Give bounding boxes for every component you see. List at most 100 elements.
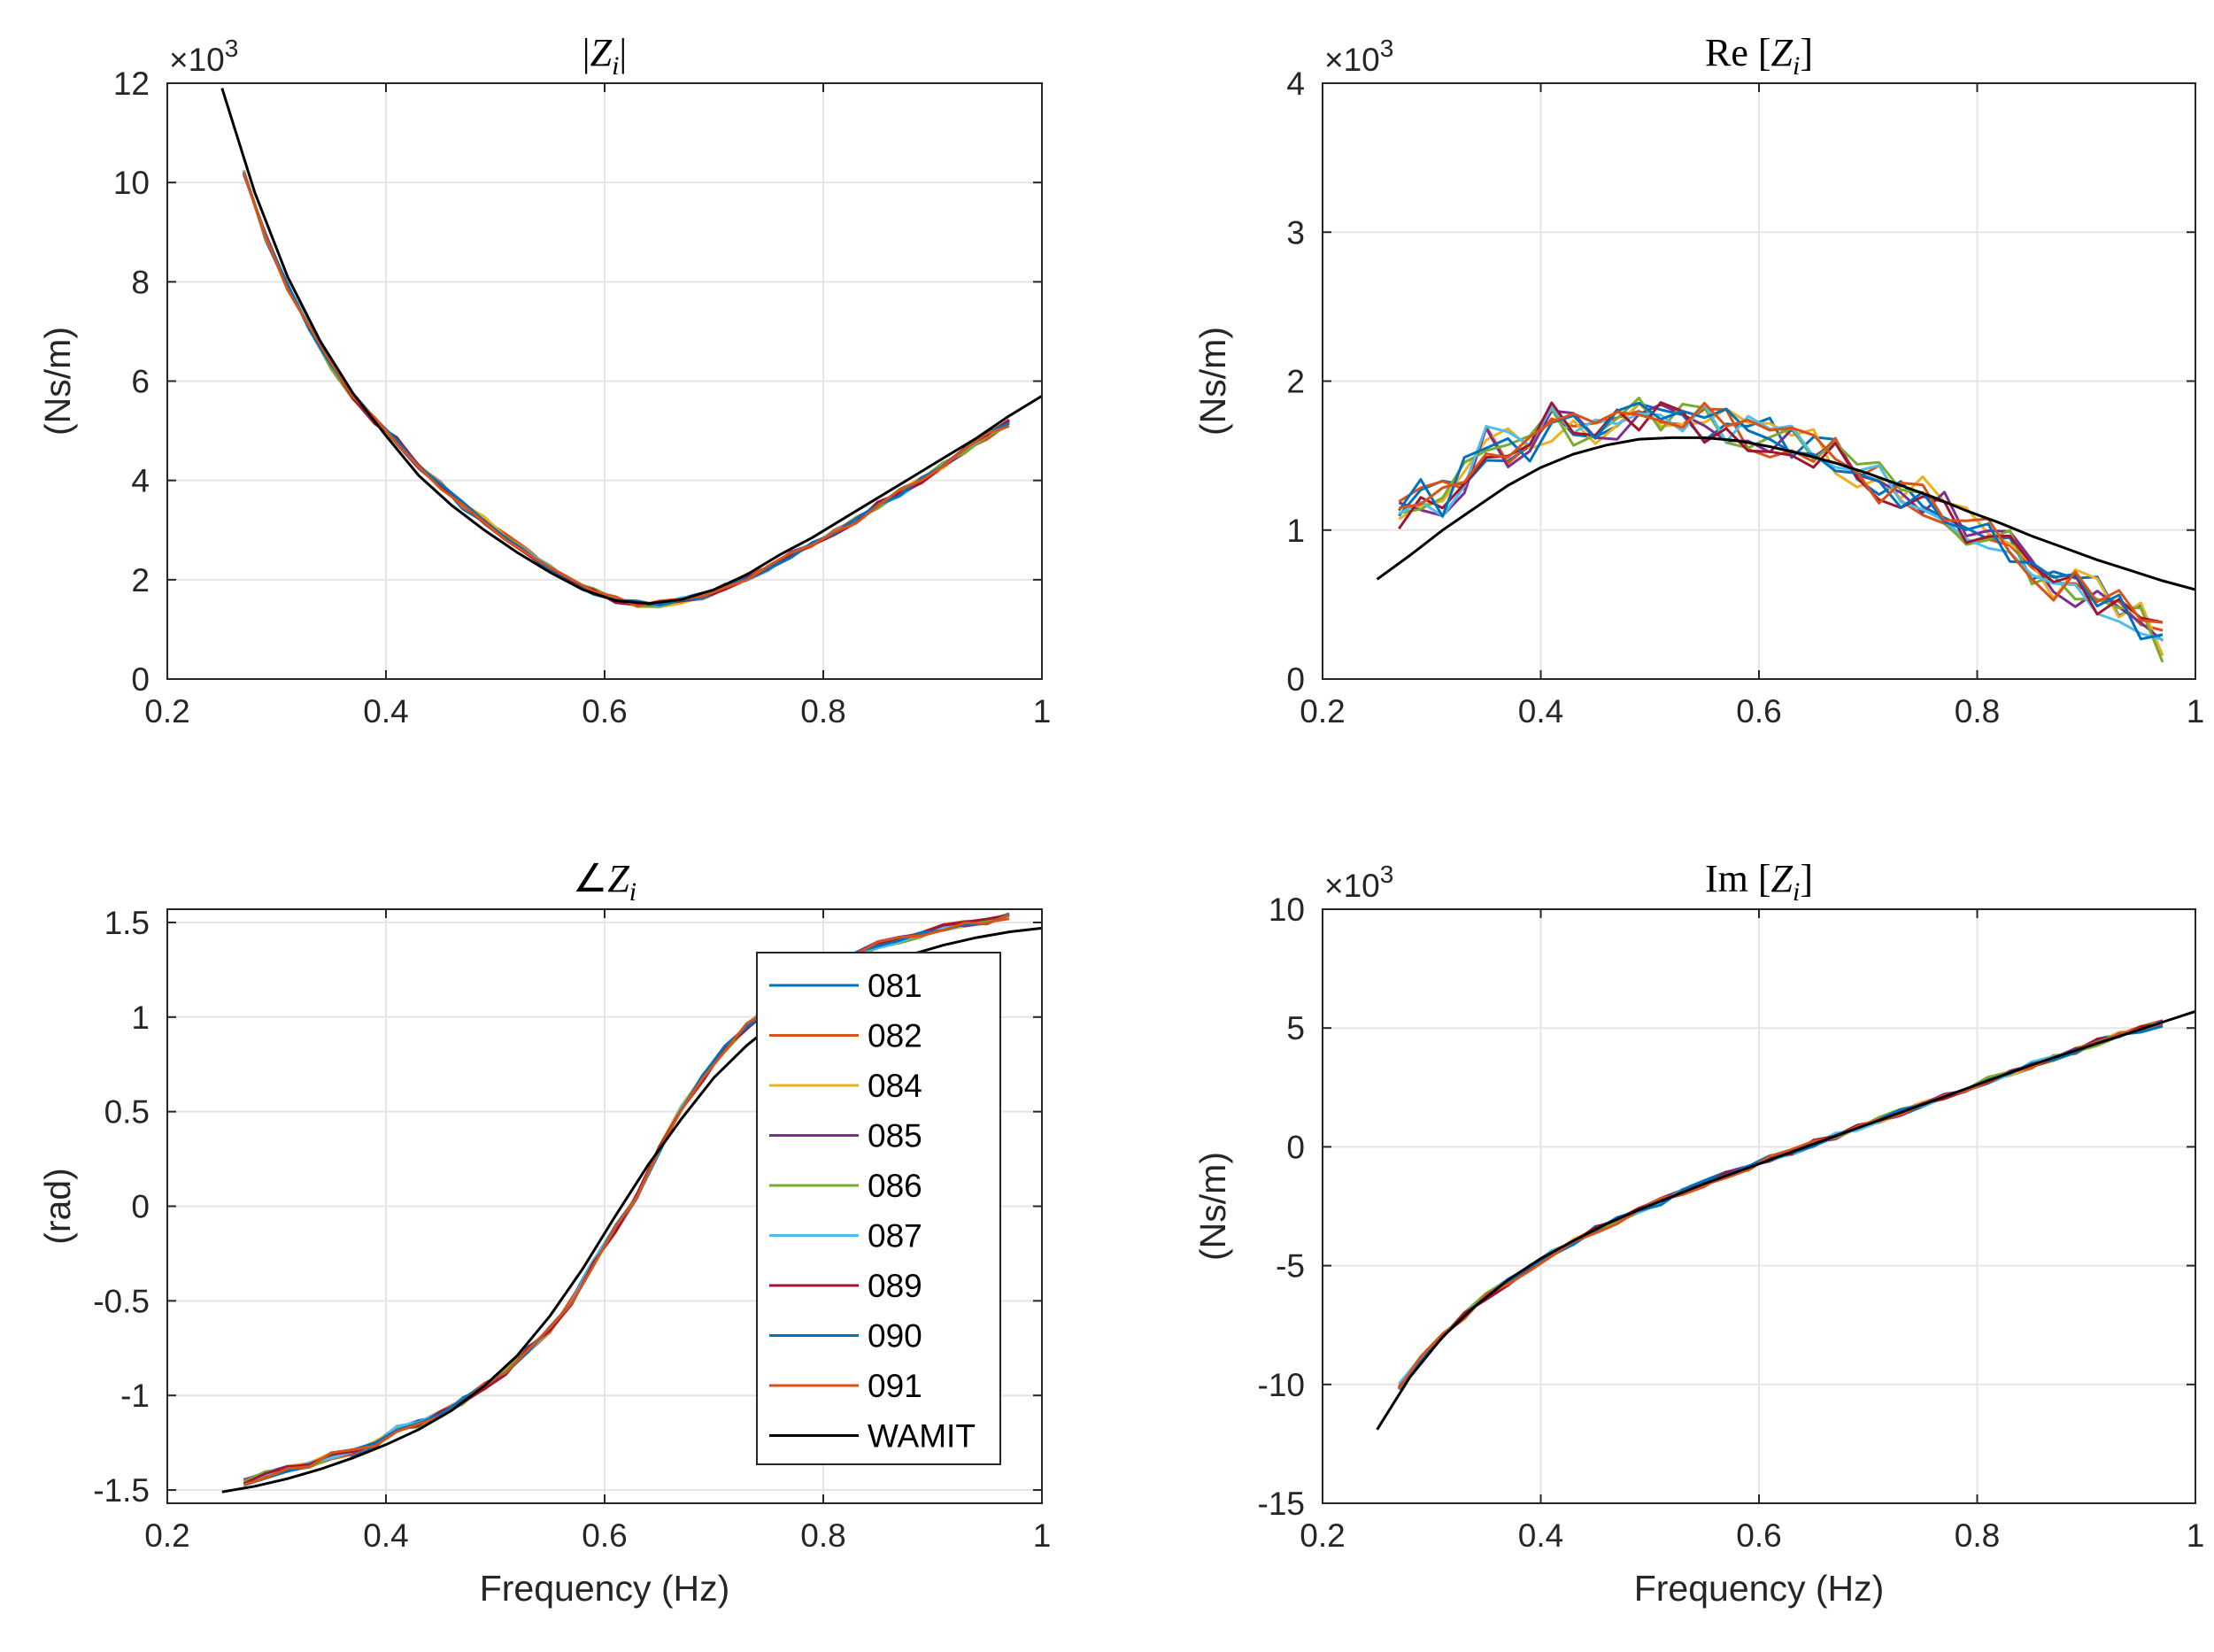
y-axis-label: (Ns/m) xyxy=(1192,327,1233,436)
y-tick-label: 3 xyxy=(1286,214,1305,251)
y-tick-label: 0 xyxy=(1286,1129,1305,1165)
y-tick-label: 1 xyxy=(1286,513,1305,549)
series-087 xyxy=(1398,402,2164,641)
x-axis-label: Frequency (Hz) xyxy=(480,1568,730,1609)
y-tick-label: -15 xyxy=(1258,1486,1305,1522)
series-086 xyxy=(242,169,1010,608)
series-090 xyxy=(1398,1024,2164,1391)
legend: 081 082 084 085 086 087 089 090 091 WAMIT xyxy=(756,952,1001,1465)
chart-title: Re [Zi] xyxy=(1705,31,1813,81)
series-091 xyxy=(1398,1022,2164,1390)
x-tick-label: 0.2 xyxy=(144,1517,189,1554)
y-tick-label: -5 xyxy=(1276,1248,1305,1285)
series-084 xyxy=(1398,1023,2164,1387)
x-tick-label: 0.6 xyxy=(1736,1517,1781,1554)
legend-label: 081 xyxy=(868,968,922,1004)
x-tick-label: 1 xyxy=(2187,693,2205,730)
y-tick-label: 5 xyxy=(1286,1010,1305,1046)
chart-re: 0.2 0.4 0.6 0.8 1 0 1 2 3 4 ×103 Re [Zi] (Ns/m) xyxy=(1192,31,2204,730)
series-WAMIT xyxy=(1376,436,2195,591)
series-WAMIT xyxy=(220,88,1042,606)
y-tick-label: -1 xyxy=(120,1378,150,1414)
y-tick-label: 10 xyxy=(1269,892,1305,928)
y-tick-label: 0 xyxy=(1286,661,1305,698)
chart-title: Im [Zi] xyxy=(1705,857,1813,907)
legend-box xyxy=(756,952,1001,1465)
series-090 xyxy=(1398,401,2164,641)
legend-label: 087 xyxy=(868,1218,922,1254)
series-085 xyxy=(242,174,1010,607)
y-tick-label: 4 xyxy=(1286,66,1305,102)
y-tick-label: -10 xyxy=(1258,1367,1305,1403)
axis-multiplier: ×103 xyxy=(169,35,238,78)
y-tick-label: -1.5 xyxy=(93,1472,150,1509)
x-tick-label: 1 xyxy=(1033,1517,1052,1554)
x-tick-label: 0.4 xyxy=(1518,693,1563,730)
x-tick-label: 0.8 xyxy=(1955,1517,2000,1554)
x-tick-label: 0.2 xyxy=(1300,693,1345,730)
x-tick-label: 0.2 xyxy=(1300,1517,1345,1554)
x-tick-label: 0.6 xyxy=(1736,693,1781,730)
legend-label: WAMIT xyxy=(868,1418,976,1455)
x-axis-label: Frequency (Hz) xyxy=(1634,1568,1885,1609)
series-090 xyxy=(242,172,1010,607)
plot-area xyxy=(1376,397,2195,663)
plot-area xyxy=(220,88,1042,608)
plot-area xyxy=(1376,1009,2195,1431)
series-089 xyxy=(1398,401,2164,624)
y-tick-label: 1 xyxy=(131,1000,150,1036)
legend-label: 091 xyxy=(868,1368,922,1404)
x-tick-label: 0.2 xyxy=(144,693,189,730)
y-tick-label: 8 xyxy=(131,264,150,300)
y-tick-label: 4 xyxy=(131,463,150,499)
x-tick-label: 0.8 xyxy=(800,693,845,730)
series-084 xyxy=(242,172,1010,608)
chart-title: |Zi| xyxy=(582,31,627,81)
x-tick-label: 0.4 xyxy=(363,693,408,730)
series-081 xyxy=(242,170,1010,608)
y-tick-label: 1.5 xyxy=(104,905,150,941)
legend-label: 082 xyxy=(868,1018,922,1054)
y-axis-label: (Ns/m) xyxy=(37,327,78,436)
y-tick-label: 6 xyxy=(131,364,150,400)
series-085 xyxy=(1398,403,2164,642)
series-085 xyxy=(1398,1019,2164,1390)
x-tick-label: 0.4 xyxy=(1518,1517,1563,1554)
y-tick-label: 0 xyxy=(131,661,150,698)
y-axis-label: (Ns/m) xyxy=(1192,1152,1233,1261)
chart-angle: 0.2 0.4 0.6 0.8 1 -1.5 -1 -0.5 0 0.5 1 1.5 ∠Zi (rad) F… xyxy=(37,857,1051,1609)
y-tick-label: 0 xyxy=(131,1189,150,1225)
chart-im: 0.2 0.4 0.6 0.8 1 -15 -10 -5 0 5 10 ×103 Im [Zi] (Ns/… xyxy=(1192,857,2204,1609)
x-tick-label: 0.8 xyxy=(1955,693,2000,730)
series-087 xyxy=(242,170,1010,608)
x-tick-label: 1 xyxy=(2187,1517,2205,1554)
y-tick-label: 0.5 xyxy=(104,1094,150,1131)
y-tick-label: 10 xyxy=(113,165,150,201)
series-082 xyxy=(242,171,1010,606)
series-WAMIT xyxy=(1376,1009,2195,1431)
y-tick-label: 2 xyxy=(131,562,150,598)
legend-label: 085 xyxy=(868,1118,922,1154)
x-tick-label: 0.8 xyxy=(800,1517,845,1554)
series-087 xyxy=(1398,1021,2164,1386)
y-tick-label: 2 xyxy=(1286,364,1305,400)
chart-title: ∠Zi xyxy=(573,857,636,907)
x-tick-label: 1 xyxy=(1033,693,1052,730)
x-tick-label: 0.4 xyxy=(363,1517,408,1554)
axis-multiplier: ×103 xyxy=(1324,861,1393,904)
y-axis-label: (rad) xyxy=(37,1168,78,1245)
legend-label: 084 xyxy=(868,1068,922,1104)
series-081 xyxy=(1398,1019,2164,1390)
x-tick-label: 0.6 xyxy=(582,693,627,730)
series-091 xyxy=(1399,401,2164,624)
series-082 xyxy=(1398,1019,2164,1390)
y-tick-label: -0.5 xyxy=(93,1283,150,1319)
axis-multiplier: ×103 xyxy=(1324,35,1393,78)
x-tick-label: 0.6 xyxy=(582,1517,627,1554)
legend-label: 086 xyxy=(868,1168,922,1204)
legend-label: 089 xyxy=(868,1268,922,1304)
series-091 xyxy=(242,172,1010,608)
